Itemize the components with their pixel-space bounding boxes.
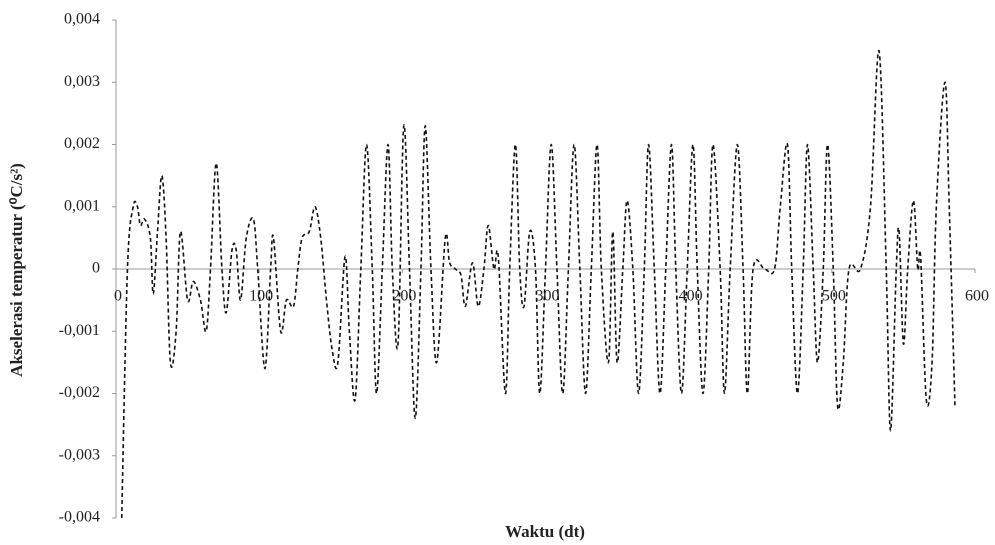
y-tick-label: 0,002 <box>64 135 100 152</box>
data-line <box>120 50 956 519</box>
x-tick-label: 600 <box>965 288 989 305</box>
x-axis-label: Waktu (dt) <box>505 522 585 541</box>
x-tick-label: 100 <box>249 288 273 305</box>
y-tick-label: -0,003 <box>59 446 100 463</box>
y-tick-label: -0,001 <box>59 322 100 339</box>
y-tick-label: 0,003 <box>64 73 100 90</box>
y-tick-label: 0,004 <box>64 11 100 28</box>
y-tick-label: -0,002 <box>59 384 100 401</box>
y-tick-label: 0,001 <box>64 197 100 214</box>
y-tick-label: 0 <box>92 260 100 277</box>
x-tick-label: 300 <box>536 288 560 305</box>
x-tick-label: 400 <box>679 288 703 305</box>
x-tick-label: 200 <box>392 288 416 305</box>
y-tick-label: -0,004 <box>59 509 100 526</box>
y-axis-label: Akselerasi temperatur (⁰C/s²) <box>7 163 26 377</box>
x-tick-label: 0 <box>114 288 122 305</box>
